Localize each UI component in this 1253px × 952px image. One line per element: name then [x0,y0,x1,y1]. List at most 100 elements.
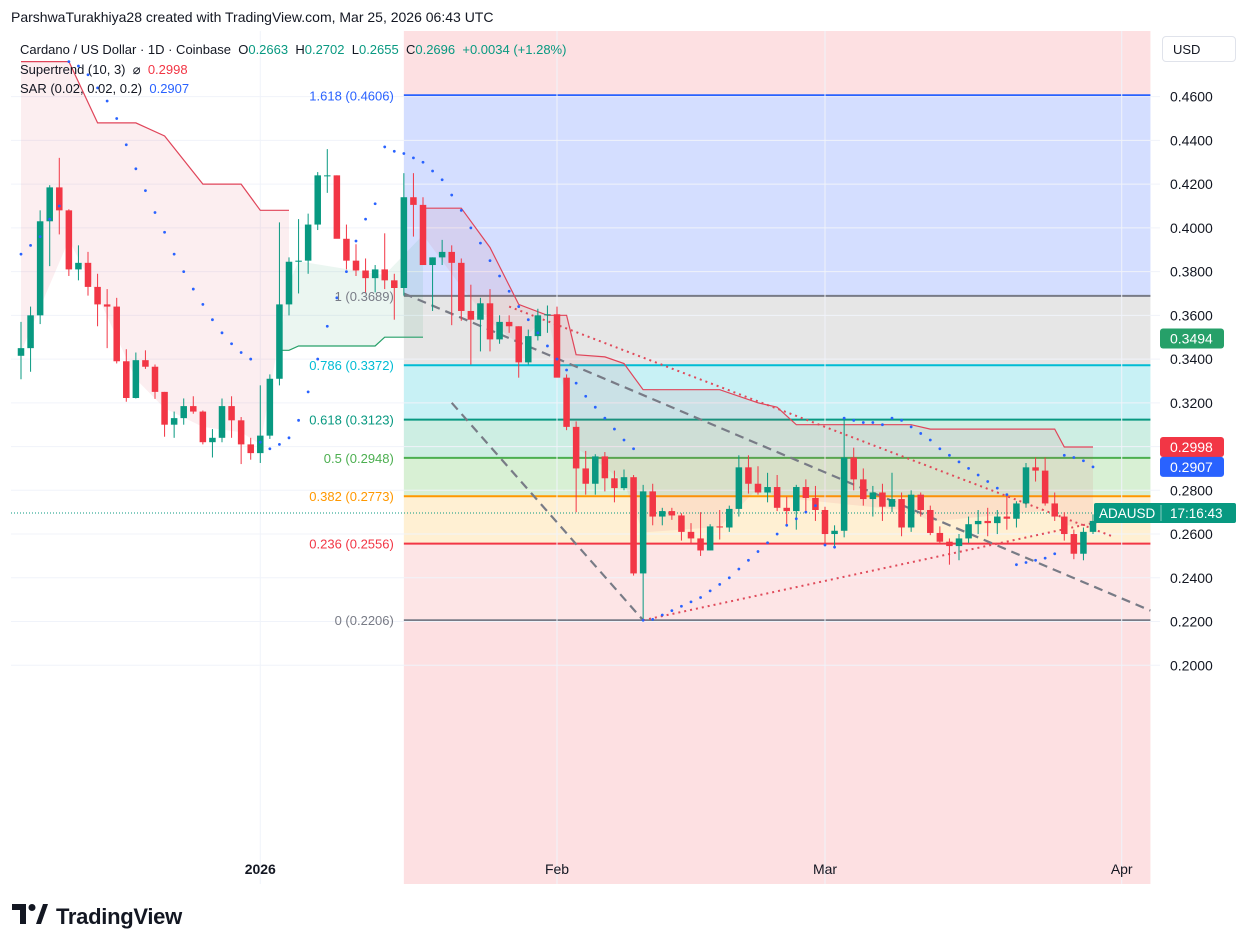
sar-dot [306,390,310,394]
sar-dot [613,427,616,431]
sar-dot [833,545,836,549]
sar-legend-row[interactable]: SAR (0.02, 0.02, 0.2) 0.2907 [20,79,566,99]
candle-body [285,261,293,305]
fib-level-label: 0.5 (0.2948) [324,451,394,466]
trend-line-dashed [450,402,644,621]
sar-dot [77,64,80,68]
candle-body [649,491,656,517]
candle-body [352,260,360,271]
fib-level-label: 0 (0.2206) [335,613,394,628]
sar-dot [450,193,454,197]
sar-dot [632,447,635,451]
price-badge [1160,437,1224,458]
candle-body [955,538,963,547]
sar-dot [163,230,166,234]
candle-body [218,406,226,438]
sar-dot [29,243,32,247]
sar-dot [1053,552,1057,556]
supertrend-legend-row[interactable]: Supertrend (10, 3) ⌀ 0.2998 [20,60,566,80]
sar-dot [488,259,492,263]
currency-selector-button[interactable]: USD [1162,36,1236,62]
price-badge-label: 0.2998 [1170,439,1213,455]
sar-dot [641,618,645,622]
candle-body [697,538,704,551]
sar-dot [105,99,109,103]
sar-dot [555,357,559,361]
sar-dot [967,467,970,470]
sar-dot [287,436,291,440]
sar-dot [364,217,367,221]
candle-body [142,360,149,367]
sar-dot [459,208,463,212]
candle-body [783,507,790,512]
candle-body [75,262,82,270]
sar-dot [278,442,281,446]
supertrend-bearish-line [21,61,289,211]
price-tick-label: 0.4000 [1170,220,1213,236]
sar-dot [144,189,147,193]
sar-dot [775,532,779,536]
price-badge [1160,456,1224,477]
candle-body [65,210,73,270]
parabolic-sar-indicator [19,60,1095,622]
trend-line-dotted [642,519,1103,622]
sar-dot [909,425,913,429]
candle-body [266,378,274,436]
candle-body [257,435,264,454]
candle-body [984,520,991,524]
candle-body [1041,470,1049,504]
sar-dot [871,421,875,424]
candle-body [429,257,436,266]
supertrend-label: Supertrend (10, 3) [20,61,126,77]
sar-dot [67,60,71,64]
sar-dot [651,617,655,621]
sar-label: SAR (0.02, 0.02, 0.2) [20,81,143,96]
candle-body [860,479,867,500]
sar-dot [96,86,99,90]
candle-body [879,492,886,507]
sar-dot [823,543,827,547]
candle-body [1013,503,1020,519]
candle-body [974,520,982,525]
candle-body [486,303,494,340]
sar-dot [794,517,798,521]
sar-dot [469,226,473,230]
candle-body [113,306,120,362]
sar-dot [1043,556,1047,560]
sar-dot [699,596,702,599]
tradingview-logo[interactable]: TradingView [12,904,182,930]
symbol-legend-row[interactable]: Cardano / US Dollar · 1D · Coinbase O0.2… [20,40,566,60]
candle-body [1070,534,1078,554]
sar-dot [316,357,320,361]
sar-dot [440,178,444,182]
candle-body [448,251,455,263]
sar-dot [268,447,272,451]
sar-dot [900,418,903,422]
sar-dot [842,416,846,420]
price-tick-label: 0.3400 [1170,351,1213,367]
sar-dot [680,604,683,608]
price-tick-label: 0.4400 [1170,132,1213,148]
price-axis-labels: 0.20000.22000.24000.26000.28000.30000.32… [1170,89,1213,674]
candle-body [582,468,589,484]
logo-text: TradingView [56,904,182,929]
supertrend-bearish-fill [21,61,289,445]
candle-body [639,491,647,574]
candle-body [371,269,379,279]
fib-zone [403,543,1151,621]
candle-body [793,487,800,512]
sar-dot [354,239,358,243]
time-tick-label: 2026 [245,861,276,877]
candle-body [678,515,685,532]
chart-legend: Cardano / US Dollar · 1D · Coinbase O0.2… [20,40,566,99]
candle-body [1080,531,1087,554]
candle-body [544,314,551,316]
candle-body [1003,516,1011,519]
sar-dot [1072,456,1076,459]
open-label: O [238,42,249,57]
supertrend-bullish-line [279,336,423,351]
fib-level-label: 1.618 (0.4606) [309,88,394,103]
candle-body [525,336,532,363]
candle-body [295,260,302,262]
